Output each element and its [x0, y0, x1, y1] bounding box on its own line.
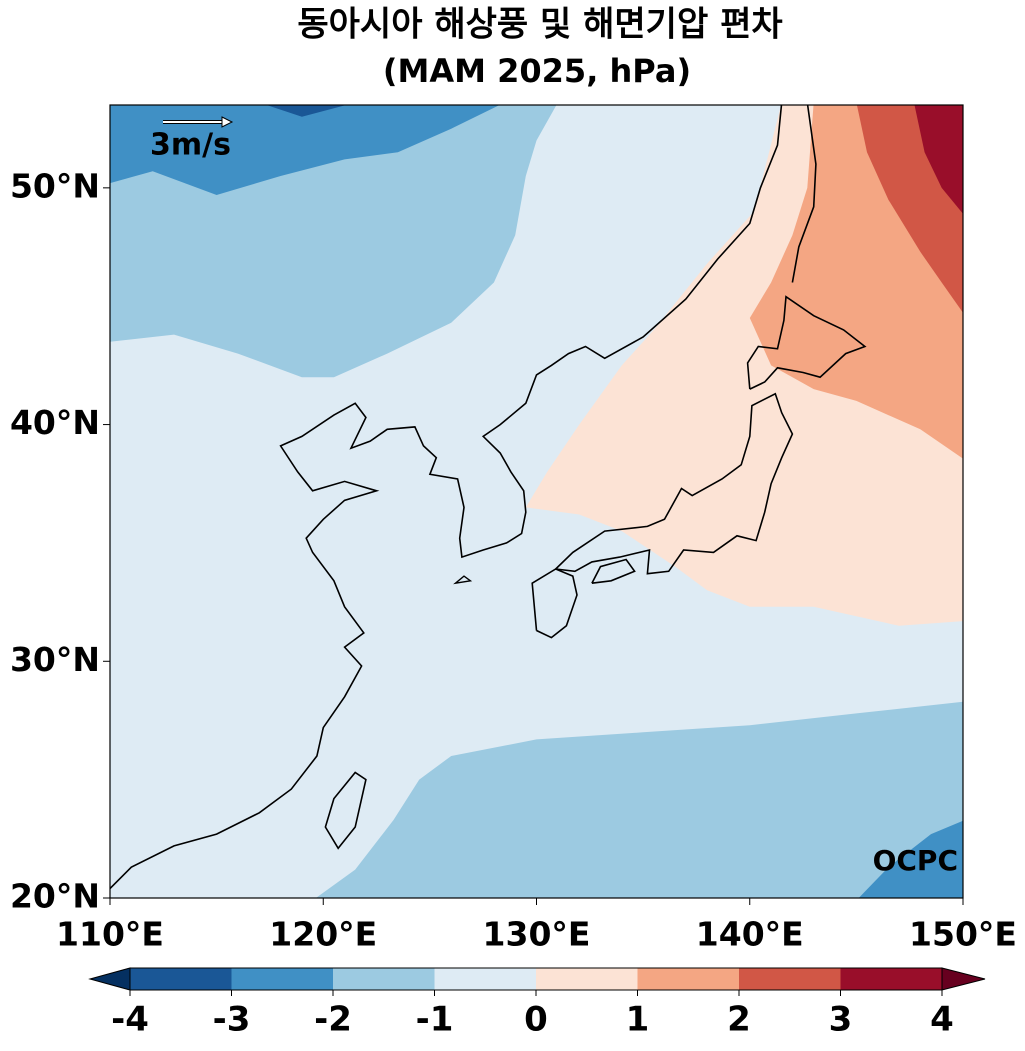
chart-title: 동아시아 해상풍 및 해면기압 편차	[297, 5, 782, 45]
coastline	[555, 392, 794, 575]
colorbar-tick-label: -4	[111, 1000, 149, 1040]
y-tick-label: 50°N	[10, 166, 100, 205]
coastline	[791, 105, 817, 283]
colorbar-segment	[840, 968, 942, 990]
chart-subtitle: (MAM 2025, hPa)	[383, 52, 691, 90]
colorbar-extend	[941, 967, 986, 991]
colorbar-tick-label: 4	[930, 1000, 954, 1040]
map-area	[110, 105, 963, 898]
coastline	[746, 295, 867, 390]
colorbar-segment	[434, 968, 536, 990]
coastline	[110, 105, 783, 890]
annotation: OCPC	[873, 844, 958, 877]
colorbar-segment	[333, 968, 435, 990]
x-tick-label: 140°E	[696, 915, 804, 954]
reference-label: 3m/s	[150, 128, 231, 163]
x-tick-label: 120°E	[269, 915, 377, 954]
reference-arrow	[221, 116, 234, 128]
x-tick-label: 150°E	[909, 915, 1017, 954]
colorbar-segment	[536, 968, 638, 990]
y-tick-label: 40°N	[10, 403, 100, 442]
colorbar-segment	[130, 968, 232, 990]
coastline	[591, 558, 636, 584]
y-tick-label: 30°N	[10, 640, 100, 679]
colorbar-segment	[231, 968, 333, 990]
colorbar-tick-label: -1	[416, 1000, 454, 1040]
colorbar-tick-label: -2	[314, 1000, 352, 1040]
colorbar-extend	[88, 967, 131, 991]
colorbar-segment	[739, 968, 841, 990]
coastline	[453, 575, 473, 585]
contour-fill	[914, 105, 963, 214]
contour-fill	[266, 105, 347, 117]
colorbar-tick-label: 1	[626, 1000, 650, 1040]
x-tick-label: 130°E	[483, 915, 591, 954]
contour-fill	[858, 820, 963, 898]
colorbar-tick-label: 2	[727, 1000, 751, 1040]
y-tick-label: 20°N	[10, 877, 100, 916]
x-tick-label: 110°E	[56, 915, 164, 954]
coastline	[531, 568, 578, 639]
colorbar-tick-label: -3	[213, 1000, 251, 1040]
coastline	[324, 771, 367, 850]
contour-fill	[110, 105, 500, 195]
colorbar-segment	[637, 968, 739, 990]
colorbar-tick-label: 3	[829, 1000, 853, 1040]
colorbar-tick-label: 0	[524, 1000, 548, 1040]
contour-fill	[315, 701, 963, 898]
